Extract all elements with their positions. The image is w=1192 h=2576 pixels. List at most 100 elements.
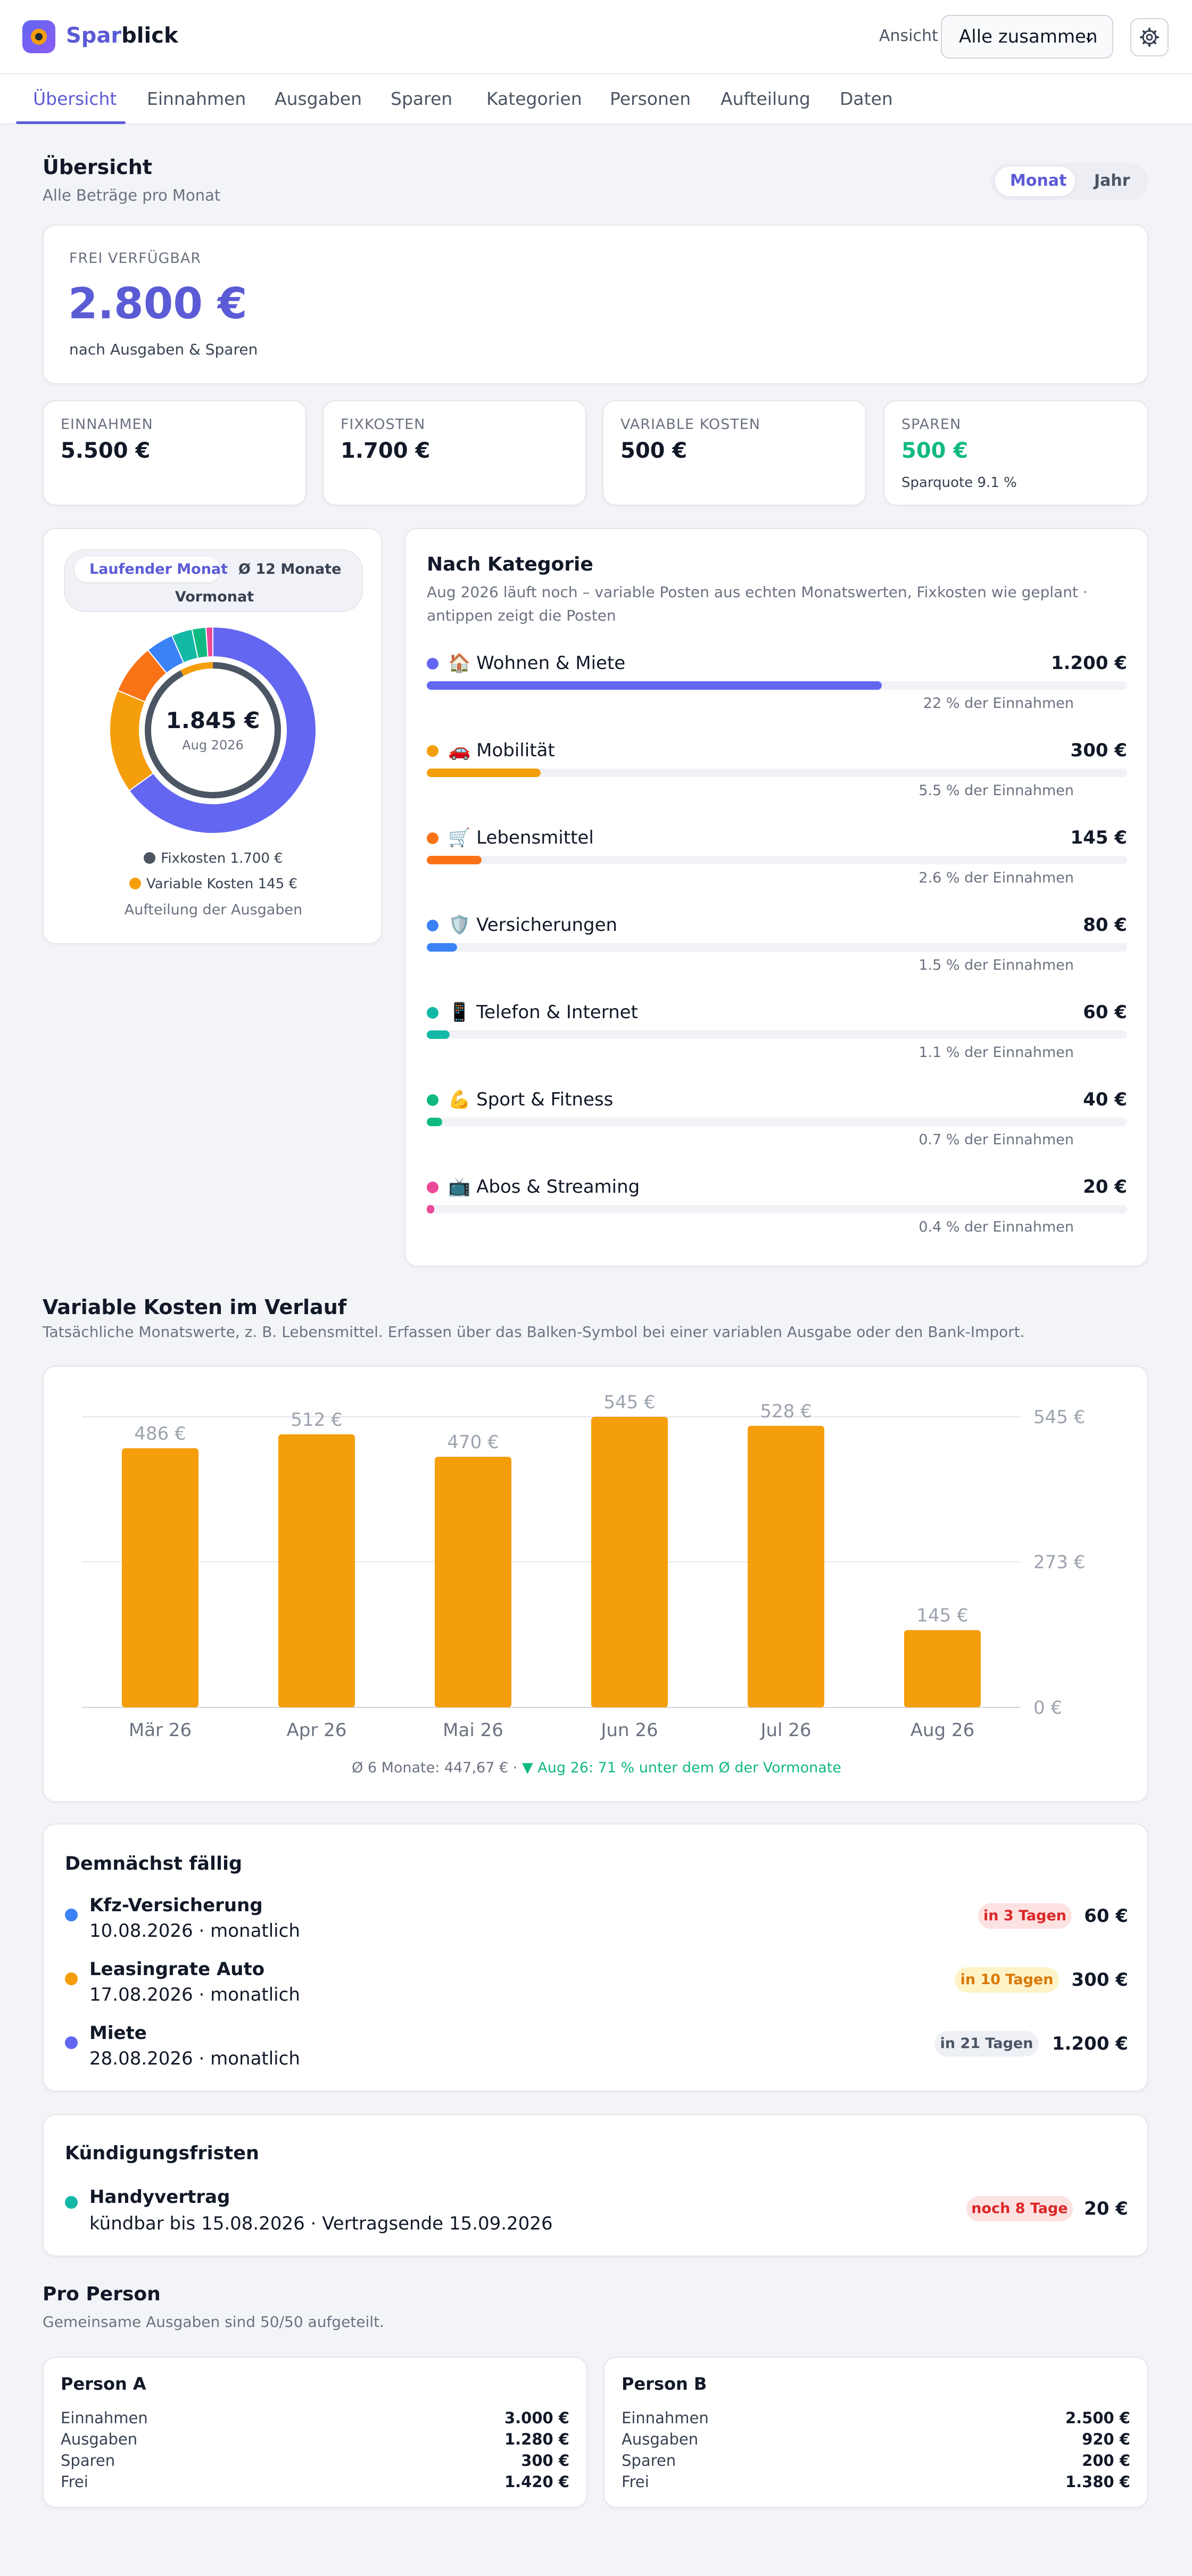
person-card-a: Person A Einnahmen 3.000 € Ausgaben 1.280 … xyxy=(43,2357,587,2508)
donut-center-value: 1.845 € xyxy=(166,707,260,733)
category-row[interactable]: 🛡️ Versicherungen 80 € 1.5 % der Einnahmen xyxy=(427,914,1127,994)
due-detail: 10.08.2026 · monatlich xyxy=(89,1920,300,1942)
row-label: Einnahmen xyxy=(622,2409,709,2427)
category-name: 📱 Telefon & Internet xyxy=(448,1002,638,1023)
donut-slice[interactable] xyxy=(128,626,317,834)
app-header: Sparblick Ansicht Alle zusammen ⌄ xyxy=(0,0,1192,75)
row-value: 920 € xyxy=(1082,2430,1130,2448)
donut-footer: Aufteilung der Ausgaben xyxy=(124,902,303,918)
category-percent: 5.5 % der Einnahmen xyxy=(918,782,1074,799)
category-row[interactable]: 📺 Abos & Streaming 20 € 0.4 % der Einnahme… xyxy=(427,1176,1127,1256)
tab-item[interactable]: Ausgaben xyxy=(275,88,362,109)
toggle-previous-month[interactable]: Vormonat xyxy=(175,589,254,605)
legend-dot xyxy=(129,878,141,889)
donut-slice[interactable] xyxy=(205,626,213,658)
due-name: Leasingrate Auto xyxy=(89,1959,265,1980)
legend-dot xyxy=(144,852,156,864)
view-select[interactable]: Alle zusammen ⌄ xyxy=(941,15,1113,59)
due-list: Kfz-Versicherung 10.08.2026 · monatlich in… xyxy=(65,1894,1128,2085)
toggle-month[interactable]: Monat xyxy=(1010,171,1067,190)
category-row[interactable]: 💪 Sport & Fitness 40 € 0.7 % der Einnahmen xyxy=(427,1089,1127,1169)
tab-item[interactable]: Personen xyxy=(610,88,691,109)
due-amount: 60 € xyxy=(1084,1905,1128,1927)
tab-item[interactable]: Kategorien xyxy=(486,88,582,109)
tab-overview[interactable]: Übersicht xyxy=(33,88,117,109)
y-tick-label: 273 € xyxy=(1033,1551,1085,1573)
category-percent: 2.6 % der Einnahmen xyxy=(918,870,1074,886)
category-amount: 145 € xyxy=(1070,827,1127,848)
tab-item[interactable]: Sparen xyxy=(391,88,453,109)
bar[interactable] xyxy=(904,1630,981,1707)
x-tick-label: Jul 26 xyxy=(759,1720,811,1741)
category-row[interactable]: 🚗 Mobilität 300 € 5.5 % der Einnahmen xyxy=(427,740,1127,820)
category-percent: 1.5 % der Einnahmen xyxy=(918,957,1074,973)
row-value: 200 € xyxy=(1082,2451,1130,2470)
kpi-card-fixed: FIXKOSTEN 1.700 € xyxy=(322,400,586,506)
bar-value-label: 145 € xyxy=(916,1605,968,1626)
toggle-current-month[interactable]: Laufender Monat xyxy=(89,561,228,577)
row-label: Sparen xyxy=(61,2451,115,2470)
free-value: 2.800 € xyxy=(68,279,247,328)
due-item[interactable]: Kfz-Versicherung 10.08.2026 · monatlich in… xyxy=(65,1894,1128,1952)
category-percent: 1.1 % der Einnahmen xyxy=(918,1044,1074,1061)
category-title: Nach Kategorie xyxy=(427,554,593,575)
x-tick-label: Jun 26 xyxy=(600,1720,658,1741)
bar[interactable] xyxy=(122,1448,198,1707)
toggle-year[interactable]: Jahr xyxy=(1094,171,1130,190)
free-available-card: FREI VERFÜGBAR 2.800 € nach Ausgaben & S… xyxy=(43,225,1148,384)
due-item[interactable]: Leasingrate Auto 17.08.2026 · monatlich in… xyxy=(65,1958,1128,2016)
cancel-title: Kündigungsfristen xyxy=(65,2143,259,2164)
free-label: FREI VERFÜGBAR xyxy=(69,250,202,267)
category-dot xyxy=(427,658,438,670)
tab-item[interactable]: Aufteilung xyxy=(721,88,810,109)
overview-title: Übersicht xyxy=(43,155,152,179)
kpi-label: SPAREN xyxy=(901,416,962,433)
persons-subtitle: Gemeinsame Ausgaben sind 50/50 aufgeteil… xyxy=(43,2313,384,2331)
tab-item[interactable]: Daten xyxy=(840,88,893,109)
row-value: 1.280 € xyxy=(504,2430,569,2448)
toggle-12-month-avg[interactable]: Ø 12 Monate xyxy=(238,561,342,577)
category-bar-fill xyxy=(427,1118,442,1126)
category-row[interactable]: 🏠 Wohnen & Miete 1.200 € 22 % der Einnahme… xyxy=(427,653,1127,732)
settings-button[interactable] xyxy=(1130,18,1169,56)
category-dot xyxy=(427,1094,438,1106)
person-row-saving: Sparen 300 € xyxy=(61,2451,569,2470)
cancel-name: Handyvertrag xyxy=(89,2186,230,2208)
category-name: 🛡️ Versicherungen xyxy=(448,914,618,936)
category-amount: 80 € xyxy=(1083,914,1127,936)
kpi-value: 500 € xyxy=(620,439,688,463)
cancel-detail: kündbar bis 15.08.2026 · Vertragsende 15… xyxy=(89,2213,553,2234)
bar-value-label: 512 € xyxy=(291,1409,342,1431)
due-dot xyxy=(65,2036,78,2049)
bar[interactable] xyxy=(278,1434,355,1707)
kpi-label: EINNAHMEN xyxy=(61,416,153,433)
donut-center xyxy=(152,670,274,791)
due-amount: 1.200 € xyxy=(1052,2033,1128,2054)
bar-value-label: 545 € xyxy=(603,1392,655,1413)
app-name-part1: Spar xyxy=(66,23,122,48)
overview-subtitle: Alle Beträge pro Monat xyxy=(43,186,221,204)
category-row[interactable]: 🛒 Lebensmittel 145 € 2.6 % der Einnahmen xyxy=(427,827,1127,907)
due-item[interactable]: Miete 28.08.2026 · monatlich in 21 Tagen 1.… xyxy=(65,2021,1128,2080)
donut-inner-slice xyxy=(180,662,213,676)
x-tick-label: Mär 26 xyxy=(129,1720,192,1741)
row-label: Frei xyxy=(622,2473,649,2491)
category-dot xyxy=(427,832,438,844)
tab-item[interactable]: Einnahmen xyxy=(147,88,246,109)
bar[interactable] xyxy=(591,1417,668,1707)
category-bar-track xyxy=(427,943,1127,952)
kpi-value: 1.700 € xyxy=(341,439,431,463)
cancel-item[interactable]: Handyvertrag kündbar bis 15.08.2026 · Ve… xyxy=(65,2181,1128,2240)
x-tick-label: Aug 26 xyxy=(910,1720,974,1741)
category-name: 📺 Abos & Streaming xyxy=(448,1176,640,1198)
cancellation-card: Kündigungsfristen Handyvertrag kündbar b… xyxy=(43,2114,1148,2257)
category-row[interactable]: 📱 Telefon & Internet 60 € 1.1 % der Einnah… xyxy=(427,1002,1127,1081)
due-detail: 28.08.2026 · monatlich xyxy=(89,2048,300,2069)
app-name-part2: blick xyxy=(121,23,178,48)
row-label: Einnahmen xyxy=(61,2409,148,2427)
bar[interactable] xyxy=(435,1457,511,1707)
category-amount: 1.200 € xyxy=(1050,653,1127,674)
bar[interactable] xyxy=(748,1426,824,1707)
trend-text: ▼ Aug 26: 71 % unter dem Ø der Vormonate xyxy=(522,1760,841,1776)
cancel-amount: 20 € xyxy=(1084,2198,1128,2219)
